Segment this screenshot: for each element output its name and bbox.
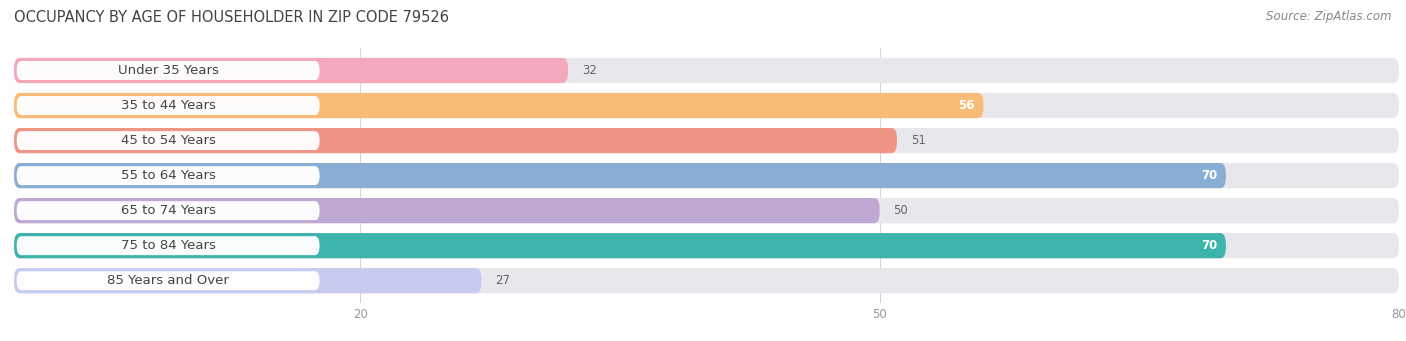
FancyBboxPatch shape bbox=[14, 58, 568, 83]
FancyBboxPatch shape bbox=[17, 131, 319, 150]
FancyBboxPatch shape bbox=[14, 128, 897, 153]
Text: 35 to 44 Years: 35 to 44 Years bbox=[121, 99, 215, 112]
Text: 32: 32 bbox=[582, 64, 596, 77]
FancyBboxPatch shape bbox=[17, 96, 319, 115]
FancyBboxPatch shape bbox=[14, 233, 1399, 258]
Text: 70: 70 bbox=[1201, 239, 1218, 252]
FancyBboxPatch shape bbox=[14, 93, 1399, 118]
FancyBboxPatch shape bbox=[14, 163, 1399, 188]
FancyBboxPatch shape bbox=[14, 128, 1399, 153]
Text: OCCUPANCY BY AGE OF HOUSEHOLDER IN ZIP CODE 79526: OCCUPANCY BY AGE OF HOUSEHOLDER IN ZIP C… bbox=[14, 10, 449, 25]
FancyBboxPatch shape bbox=[14, 198, 880, 223]
FancyBboxPatch shape bbox=[17, 61, 319, 80]
FancyBboxPatch shape bbox=[17, 166, 319, 185]
Text: Source: ZipAtlas.com: Source: ZipAtlas.com bbox=[1267, 10, 1392, 23]
Text: 55 to 64 Years: 55 to 64 Years bbox=[121, 169, 215, 182]
Text: 51: 51 bbox=[911, 134, 925, 147]
FancyBboxPatch shape bbox=[14, 268, 481, 293]
FancyBboxPatch shape bbox=[14, 233, 1226, 258]
FancyBboxPatch shape bbox=[14, 268, 1399, 293]
Text: 65 to 74 Years: 65 to 74 Years bbox=[121, 204, 215, 217]
FancyBboxPatch shape bbox=[14, 198, 1399, 223]
Text: 75 to 84 Years: 75 to 84 Years bbox=[121, 239, 215, 252]
FancyBboxPatch shape bbox=[14, 58, 1399, 83]
FancyBboxPatch shape bbox=[17, 236, 319, 255]
Text: 50: 50 bbox=[893, 204, 908, 217]
FancyBboxPatch shape bbox=[14, 163, 1226, 188]
FancyBboxPatch shape bbox=[14, 93, 984, 118]
Text: 45 to 54 Years: 45 to 54 Years bbox=[121, 134, 215, 147]
Text: Under 35 Years: Under 35 Years bbox=[118, 64, 218, 77]
Text: 27: 27 bbox=[495, 274, 510, 287]
Text: 85 Years and Over: 85 Years and Over bbox=[107, 274, 229, 287]
Text: 70: 70 bbox=[1201, 169, 1218, 182]
FancyBboxPatch shape bbox=[17, 271, 319, 290]
Text: 56: 56 bbox=[959, 99, 974, 112]
FancyBboxPatch shape bbox=[17, 201, 319, 220]
